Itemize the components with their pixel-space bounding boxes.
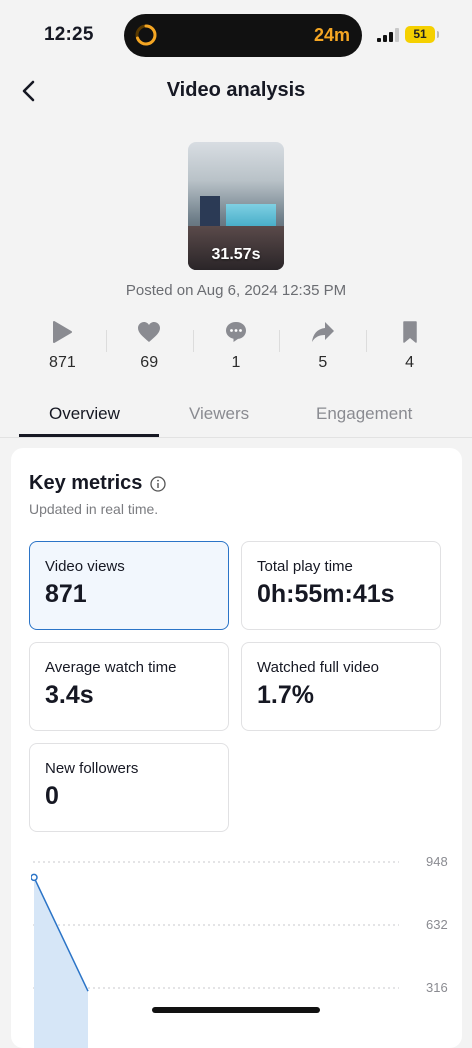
metric-label: New followers <box>45 760 139 777</box>
key-metrics-title: Key metrics <box>29 472 143 494</box>
metric-label: Average watch time <box>45 659 177 676</box>
metric-label: Watched full video <box>257 659 380 676</box>
video-thumbnail[interactable]: 31.57s <box>188 142 284 270</box>
tab-engagement[interactable]: Engagement <box>316 404 413 423</box>
stat-value: 1 <box>231 354 241 371</box>
chevron-left-icon <box>22 80 35 102</box>
tab-overview[interactable]: Overview <box>49 404 120 423</box>
views-chart[interactable]: 948 632 316 <box>31 848 451 1048</box>
active-tab-indicator <box>19 434 159 437</box>
battery-indicator: 51 <box>405 26 439 43</box>
timer-text: 24m <box>313 25 350 45</box>
metric-value: 3.4s <box>45 681 94 709</box>
thumbnail-window-shape <box>226 204 276 230</box>
posted-date: Posted on Aug 6, 2024 12:35 PM <box>125 282 347 299</box>
play-icon <box>53 321 73 343</box>
tab-viewers[interactable]: Viewers <box>189 404 250 423</box>
stat-comments: 1 <box>192 318 280 378</box>
chart-area <box>34 877 88 1048</box>
key-metrics-subtitle: Updated in real time. <box>29 501 159 517</box>
bookmark-icon <box>402 321 417 343</box>
chart-y-tick-label: 632 <box>426 917 448 932</box>
metric-average-watch-time[interactable]: Average watch time 3.4s <box>29 642 229 731</box>
stat-bookmarks: 4 <box>366 318 453 378</box>
tab-bar: Overview Viewers Engagement <box>0 400 472 438</box>
page-title: Video analysis <box>166 79 306 101</box>
metric-watched-full-video[interactable]: Watched full video 1.7% <box>241 642 441 731</box>
metric-label: Total play time <box>257 558 353 575</box>
home-indicator[interactable] <box>152 1007 320 1013</box>
share-icon <box>311 322 334 342</box>
metric-value: 0h:55m:41s <box>257 580 395 608</box>
comment-icon <box>225 322 246 342</box>
stat-value: 69 <box>140 354 159 371</box>
stat-plays: 871 <box>19 318 106 378</box>
stat-likes: 69 <box>105 318 193 378</box>
info-icon[interactable] <box>150 476 166 492</box>
thumbnail-desk-shape <box>188 226 284 270</box>
metric-value: 1.7% <box>257 681 314 709</box>
stat-value: 4 <box>405 354 415 371</box>
dynamic-island[interactable]: 24m <box>124 14 362 57</box>
stats-row: 871 69 1 5 <box>19 318 453 378</box>
stat-value: 5 <box>318 354 328 371</box>
key-metrics-card: Key metrics Updated in real time. Video … <box>11 448 462 1048</box>
chart-point[interactable] <box>31 873 38 882</box>
chart-y-tick-label: 316 <box>426 980 448 995</box>
metric-new-followers[interactable]: New followers 0 <box>29 743 229 832</box>
thumbnail-screen-shape <box>200 196 220 226</box>
metric-value: 0 <box>45 782 59 810</box>
metric-video-views[interactable]: Video views 871 <box>29 541 229 630</box>
back-button[interactable] <box>14 76 42 106</box>
chart-y-tick-label: 948 <box>426 854 448 869</box>
status-time: 12:25 <box>44 24 94 45</box>
metric-label: Video views <box>45 558 125 575</box>
video-duration: 31.57s <box>211 246 261 263</box>
heart-icon <box>138 322 161 342</box>
metric-value: 871 <box>45 580 87 608</box>
timer-ring-icon <box>135 24 157 46</box>
chart-series-line <box>33 877 89 992</box>
metric-total-play-time[interactable]: Total play time 0h:55m:41s <box>241 541 441 630</box>
stat-value: 871 <box>49 354 76 371</box>
signal-icon <box>377 28 399 42</box>
stat-shares: 5 <box>279 318 366 378</box>
status-bar: 12:25 24m 51 <box>0 0 472 70</box>
